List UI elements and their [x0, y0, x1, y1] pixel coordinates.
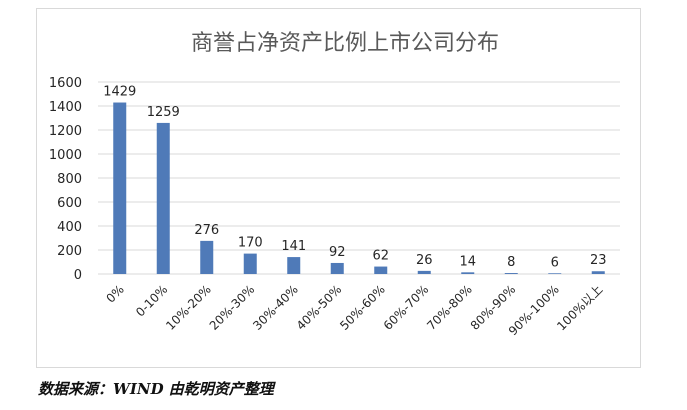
x-axis-ticks: 0% 0-10%10%-20%20%-30%30%-40%40%-50%50%-6…: [104, 282, 606, 338]
y-tick-label: 1000: [49, 148, 82, 163]
y-tick-label: 600: [57, 196, 82, 211]
data-label: 92: [329, 245, 346, 260]
data-label: 8: [507, 255, 515, 270]
x-tick-label: 0%: [104, 282, 127, 305]
data-label: 62: [372, 249, 389, 264]
bar: [243, 253, 257, 274]
y-tick-label: 1400: [49, 100, 82, 115]
x-tick-label: 70%-80%: [424, 282, 475, 333]
bar: [504, 273, 518, 274]
data-label: 26: [416, 253, 433, 268]
gridlines: [98, 81, 620, 275]
data-label: 23: [590, 253, 607, 268]
bar: [156, 122, 170, 274]
y-tick-label: 800: [57, 172, 82, 187]
bar: [548, 273, 562, 274]
bar: [330, 262, 344, 274]
x-tick-label: 60%-70%: [381, 282, 432, 333]
bar: [591, 271, 605, 274]
data-label: 6: [551, 255, 559, 270]
bar: [200, 240, 214, 274]
bar: [287, 257, 301, 274]
bars: [113, 102, 605, 275]
data-label: 14: [459, 254, 476, 269]
y-tick-label: 1200: [49, 124, 82, 139]
data-label: 141: [281, 239, 306, 254]
chart-title: 商誉占净资产比例上市公司分布: [191, 31, 499, 56]
source-note: 数据来源：WIND 由乾明资产整理: [38, 380, 274, 398]
bar: [113, 102, 127, 275]
y-tick-label: 200: [57, 244, 82, 259]
data-labels: 1429 1259 276 170 141 92 62 26 14 8 6 23: [103, 85, 606, 271]
x-tick-label: 20%-30%: [207, 282, 258, 333]
x-tick-label: 40%-50%: [294, 282, 345, 333]
x-tick-label: 50%-60%: [337, 282, 388, 333]
y-tick-label: 400: [57, 220, 82, 235]
y-tick-label: 0: [74, 268, 82, 283]
data-label: 1429: [103, 85, 136, 100]
data-label: 170: [238, 236, 263, 251]
data-label: 276: [194, 223, 219, 238]
bar: [417, 270, 431, 274]
x-tick-label: 10%-20%: [163, 282, 214, 333]
data-label: 1259: [147, 105, 180, 120]
x-tick-label: 0-10%: [133, 282, 170, 319]
x-tick-label: 30%-40%: [250, 282, 301, 333]
x-tick-label: 100%以上: [554, 282, 605, 333]
y-axis-ticks: 0 200 400 600 800 1000 1200 1400 1600: [49, 76, 82, 283]
bar: [461, 272, 475, 274]
chart-frame: [36, 8, 641, 368]
y-tick-label: 1600: [49, 76, 82, 91]
bar: [374, 266, 388, 274]
